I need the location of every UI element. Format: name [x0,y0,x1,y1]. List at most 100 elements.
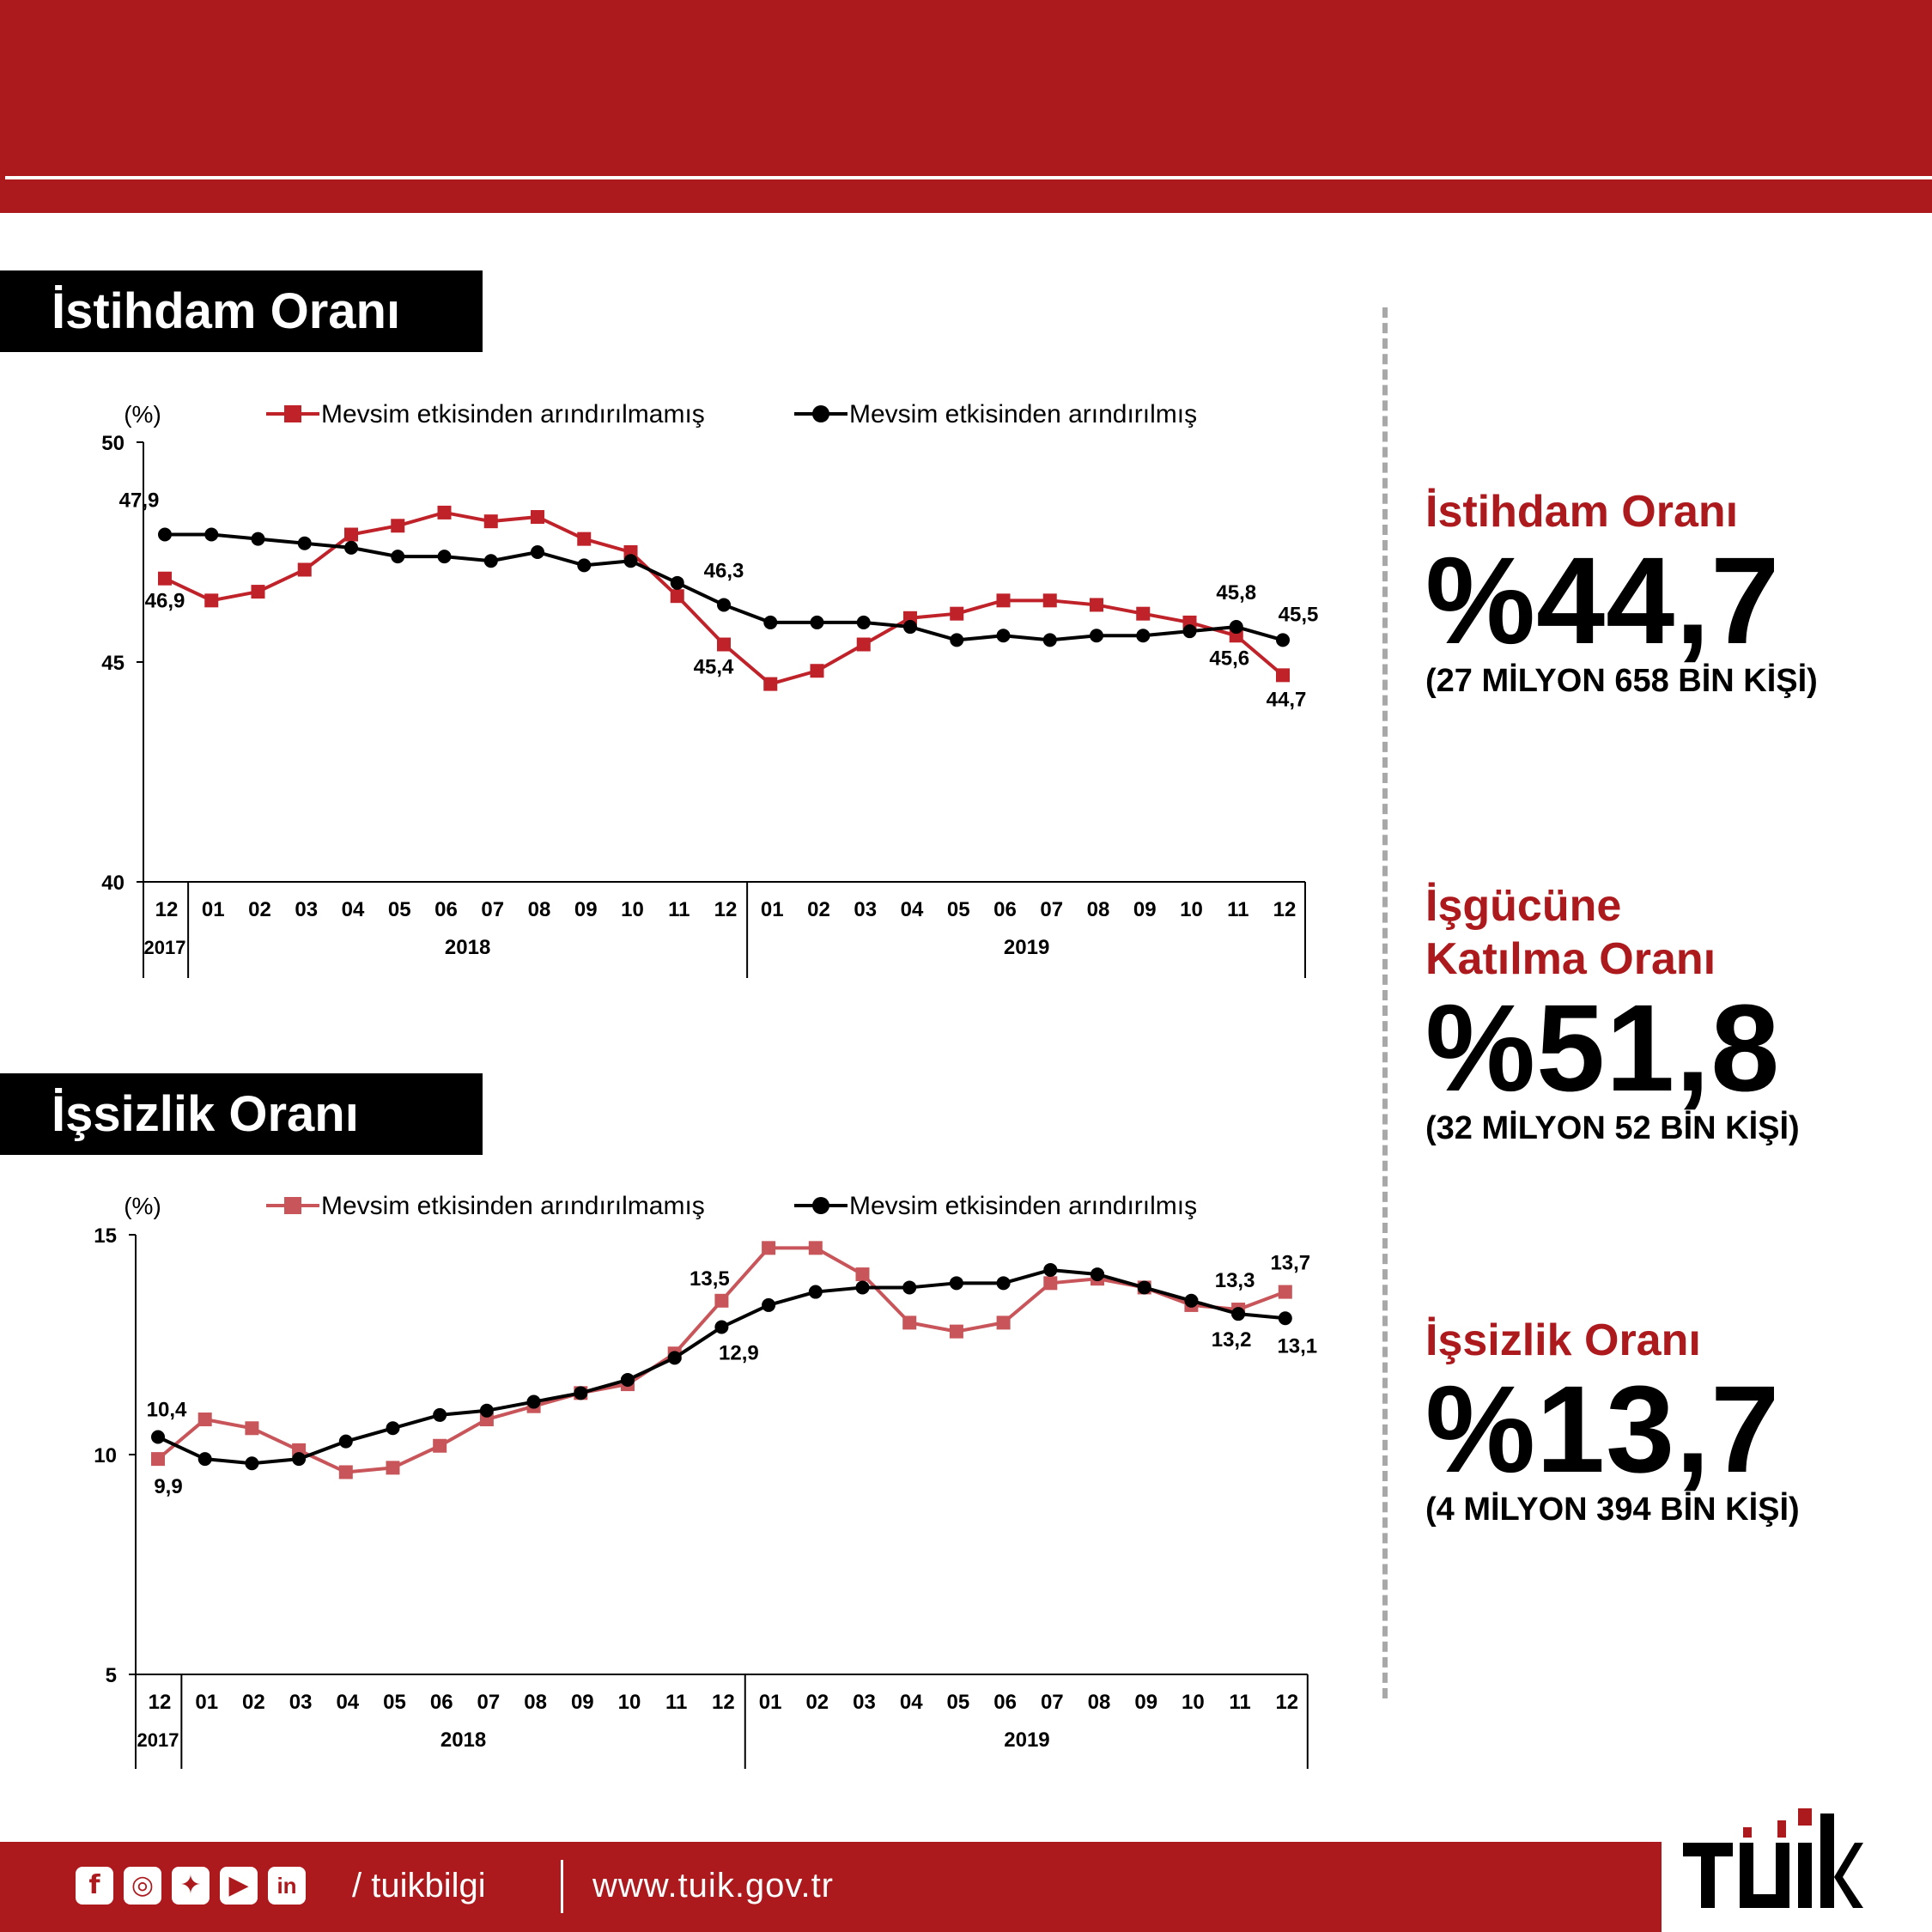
participation-stat-title-line2: Katılma Oranı [1425,934,1716,984]
data-point [292,1452,307,1467]
data-point [714,1320,729,1334]
x-tick-label: 11 [1227,898,1249,921]
data-point [855,1267,870,1282]
unemployment-stat: İşsizlik Oranı %13,7 (4 MİLYON 394 BİN K… [1425,1314,1906,1530]
data-point [574,1386,588,1400]
data-point [526,1394,541,1409]
x-tick-label: 04 [342,898,365,921]
twitter-icon[interactable]: ✦ [172,1867,210,1905]
data-point [433,1407,447,1422]
data-point [623,554,638,568]
x-tick-label: 01 [195,1691,218,1714]
legend-marker [284,1197,301,1214]
data-point [902,1315,917,1330]
unemployment-stat-title: İşsizlik Oranı [1425,1315,1701,1365]
year-label: 2019 [1004,1728,1049,1752]
data-point [670,589,684,604]
x-tick-label: 06 [993,1691,1017,1714]
x-tick-label: 03 [854,898,877,921]
youtube-icon[interactable]: ▶ [220,1867,258,1905]
y-tick-label: 45 [101,652,125,675]
unemployment-section-label: İşsizlik Oranı [0,1073,483,1155]
data-point [950,606,964,621]
x-tick-label: 08 [1088,1691,1111,1714]
participation-stat-title-line1: İşgücüne [1425,881,1622,931]
unemployment-stat-count: (4 MİLYON 394 BİN KİŞİ) [1425,1492,1800,1528]
year-label: 2017 [144,937,186,958]
data-label: 9,9 [154,1475,182,1498]
linkedin-icon[interactable]: in [268,1867,306,1905]
x-tick-label: 02 [805,1691,829,1714]
website-link[interactable]: www.tuik.gov.tr [592,1867,834,1905]
year-label: 2018 [440,1728,486,1752]
data-label: 45,5 [1279,603,1319,626]
data-point [996,1276,1011,1291]
data-label: 45,8 [1216,581,1256,605]
x-tick-label: 08 [524,1691,547,1714]
data-point [1278,1285,1292,1299]
year-label: 2018 [445,936,490,959]
data-point [386,1421,400,1436]
legend-label: Mevsim etkisinden arındırılmamış [321,1192,705,1220]
x-tick-label: 01 [761,898,784,921]
data-point [483,554,498,568]
x-tick-label: 06 [993,898,1017,921]
data-point [856,637,871,652]
y-unit-label: (%) [124,1193,161,1219]
data-point [1091,1267,1104,1282]
data-point [1043,1276,1058,1291]
y-tick-label: 15 [94,1224,117,1248]
x-tick-label: 08 [528,898,551,921]
data-point [391,519,405,533]
data-point [151,1452,165,1467]
data-point [577,558,592,573]
data-point [717,598,731,612]
x-tick-label: 10 [621,898,644,921]
data-point [344,527,358,542]
instagram-icon[interactable]: ◎ [124,1867,161,1905]
data-point [762,1297,776,1312]
facebook-icon[interactable]: f [76,1867,113,1905]
data-point [158,571,172,586]
data-point [1136,606,1151,621]
data-point [251,532,265,546]
header-band [0,0,1932,213]
data-point [1090,598,1103,612]
data-point [1229,620,1243,635]
x-tick-label: 10 [1182,1691,1205,1714]
data-point [810,615,824,629]
data-point [158,527,172,542]
data-point [437,550,452,564]
legend-label: Mevsim etkisinden arındırılmış [849,400,1197,428]
x-tick-label: 12 [149,1691,172,1714]
data-point [344,540,358,555]
data-point [386,1461,400,1475]
x-tick-label: 05 [388,898,411,921]
y-tick-label: 40 [101,872,125,895]
data-point [1276,668,1290,683]
social-handle[interactable]: / tuikbilgi [352,1867,486,1905]
x-tick-label: 07 [1040,898,1063,921]
x-tick-label: 07 [481,898,504,921]
x-tick-label: 12 [155,898,179,921]
x-tick-label: 06 [430,1691,453,1714]
data-point [245,1456,259,1471]
data-point [297,562,312,577]
data-point [577,532,592,546]
data-label: 45,4 [694,656,734,679]
legend-marker [812,1197,829,1214]
data-point [1231,1307,1246,1321]
data-point [391,550,405,564]
y-tick-label: 50 [101,432,125,455]
data-label: 13,7 [1270,1252,1310,1275]
employment-rate-chart: (%) Mevsim etkisinden arındırılmamış Mevsi… [0,378,1340,979]
employment-section-label: İstihdam Oranı [0,270,483,352]
x-tick-label: 02 [242,1691,265,1714]
x-tick-label: 03 [289,1691,313,1714]
data-label: 12,9 [719,1342,759,1365]
data-point [714,1293,729,1308]
legend-label: Mevsim etkisinden arındırılmış [849,1192,1197,1220]
x-tick-label: 04 [336,1691,359,1714]
data-point [763,677,778,691]
year-label: 2019 [1004,936,1049,959]
